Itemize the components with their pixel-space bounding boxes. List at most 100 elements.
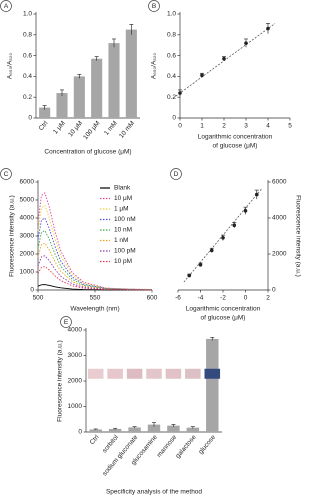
bar — [39, 107, 51, 118]
x-tick-label: 100 μM — [82, 120, 101, 141]
point — [243, 209, 248, 213]
x-tick-label: 10 μM — [67, 120, 84, 138]
x-tick-label: 5 — [288, 123, 292, 130]
point — [244, 41, 248, 45]
legend-label: 10 nM — [114, 227, 132, 234]
bar — [125, 29, 137, 119]
x-tick-label: 500 — [33, 295, 44, 302]
panel-letter: B — [152, 3, 156, 10]
point — [198, 263, 203, 267]
panel-letter: A — [4, 3, 9, 10]
y-tick-label: 5000 — [20, 197, 35, 204]
bar — [73, 76, 85, 118]
legend-label: 1 nM — [114, 237, 128, 244]
y-tick-label: 0 — [28, 115, 32, 122]
legend-label: 1 μM — [114, 206, 129, 213]
panel-badge — [0, 0, 12, 12]
x-axis-label: Logarithmic concentration — [198, 134, 273, 141]
y-axis-label: Fluorescence intensity (a.u.) — [9, 195, 16, 277]
x-tick-label: galactose — [174, 434, 197, 460]
legend-label: 10 μM — [114, 195, 132, 202]
panel-badge — [148, 0, 160, 12]
bar — [147, 424, 161, 432]
legend-label: 100 pM — [114, 248, 136, 255]
x-axis-label: Concentration of glucose (μM) — [44, 149, 131, 156]
panel-letter: D — [174, 171, 179, 178]
y-tick-label: 1000 — [68, 403, 83, 410]
point — [178, 91, 182, 95]
y-tick-label: 0.2 — [23, 94, 32, 101]
point — [254, 192, 259, 197]
bar — [206, 338, 219, 432]
color-tile — [126, 368, 143, 379]
y-tick-label: 3000 — [20, 233, 35, 240]
point — [187, 273, 192, 278]
x-axis-label: Specificity analysis of the method — [106, 489, 202, 496]
x-tick-label: 600 — [147, 295, 158, 302]
y-tick-label: 0.8 — [23, 32, 32, 39]
y-tick-label: 6000 — [272, 179, 287, 186]
x-axis-label: Wavelength (nm) — [70, 306, 119, 313]
x-tick-label: 2 — [266, 295, 270, 302]
spectrum-line — [37, 242, 153, 291]
x-tick-label: 0 — [178, 123, 182, 130]
panel-badge — [60, 316, 72, 328]
color-tile — [107, 368, 123, 379]
spectrum-line — [37, 284, 153, 291]
y-tick-label: 0.4 — [167, 73, 176, 80]
y-tick-label: 6000 — [20, 179, 35, 186]
panel-badge — [0, 168, 12, 180]
y-axis-label: Fluorescence intensity (a.u.) — [294, 195, 301, 277]
x-tick-label: -4 — [198, 295, 204, 302]
x-axis-label: Logarithmic concentration — [186, 306, 261, 313]
x-tick-label: 1 — [200, 123, 204, 130]
x-tick-label: -2 — [220, 295, 226, 302]
y-tick-label: 0.4 — [23, 73, 32, 80]
y-tick-label: 0.2 — [167, 94, 176, 101]
y-tick-label: 2000 — [68, 378, 83, 385]
y-tick-label: 3000 — [68, 352, 83, 359]
x-tick-label: Ctrl — [89, 433, 101, 446]
y-tick-label: 0.6 — [167, 52, 176, 59]
fit-line — [172, 23, 276, 99]
spectrum-line — [37, 229, 153, 291]
x-tick-label: 1 μM — [52, 120, 67, 136]
legend-label: Blank — [114, 185, 131, 192]
color-tile — [87, 368, 104, 379]
color-tile — [146, 368, 162, 379]
spectrum-line — [37, 217, 153, 291]
bar — [186, 427, 200, 432]
y-tick-label: 0.8 — [167, 32, 176, 39]
y-tick-label: 1.0 — [167, 11, 176, 18]
spectrum-line — [37, 192, 153, 290]
y-tick-label: 0.6 — [23, 52, 32, 59]
panel-letter: E — [64, 319, 69, 326]
x-tick-label: 10 mM — [118, 120, 136, 140]
x-tick-label: 0 — [244, 295, 248, 302]
y-tick-label: 1.0 — [23, 11, 32, 18]
point — [209, 248, 214, 253]
panel-letter: C — [4, 171, 9, 178]
legend-label: 100 nM — [114, 216, 136, 223]
x-tick-label: 3 — [244, 123, 248, 130]
color-tile — [185, 368, 201, 379]
x-axis-label: of glucose (μM) — [201, 315, 246, 322]
y-tick-label: 0 — [30, 287, 34, 294]
x-tick-label: 1 mM — [103, 120, 119, 137]
y-tick-label: 0 — [78, 429, 82, 436]
bar — [108, 428, 122, 432]
y-axis-label: Fluorescence intensity (a.u.) — [57, 340, 64, 422]
x-tick-label: sorbitol — [101, 433, 120, 454]
y-axis-label: A₆₅₀/A₅₂₀ — [151, 53, 158, 80]
y-tick-label: 4000 — [68, 327, 83, 334]
y-tick-label: 0 — [172, 115, 176, 122]
y-tick-label: 2000 — [20, 251, 35, 258]
bar — [56, 93, 68, 118]
x-axis-label: of glucose (μM) — [213, 143, 258, 150]
x-tick-label: 4 — [266, 123, 270, 130]
x-tick-label: 2 — [222, 123, 226, 130]
panel-badge — [170, 168, 182, 180]
y-axis-label: A₆₅₀/A₅₂₀ — [7, 53, 14, 80]
y-tick-label: 4000 — [20, 215, 35, 222]
